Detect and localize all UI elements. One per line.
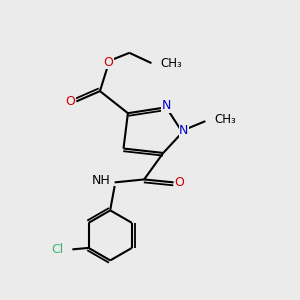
Text: NH: NH xyxy=(92,173,111,187)
Text: O: O xyxy=(175,176,184,189)
Text: N: N xyxy=(179,124,188,137)
Text: O: O xyxy=(103,56,113,69)
Text: Cl: Cl xyxy=(51,243,64,256)
Text: CH₃: CH₃ xyxy=(160,57,182,70)
Text: CH₃: CH₃ xyxy=(214,113,236,127)
Text: N: N xyxy=(161,99,171,112)
Text: O: O xyxy=(66,95,75,108)
